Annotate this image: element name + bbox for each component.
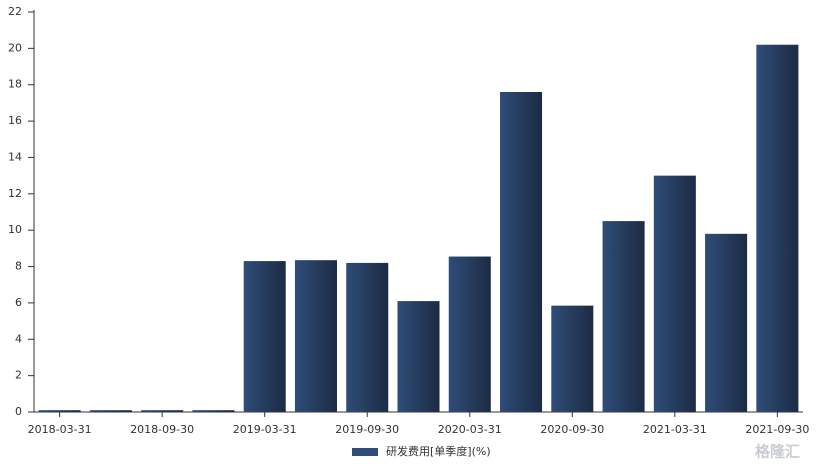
bar [141,410,184,412]
bar [500,92,543,412]
bar [602,221,645,412]
y-tick-label: 2 [15,369,22,382]
y-tick-label: 6 [15,296,22,309]
y-tick-label: 12 [8,187,22,200]
x-tick-label: 2018-09-30 [130,423,194,436]
bar [653,175,696,412]
x-tick-label: 2020-09-30 [540,423,604,436]
x-tick-label: 2020-03-31 [438,423,502,436]
y-tick-label: 8 [15,260,22,273]
y-tick-label: 10 [8,223,22,236]
y-tick-label: 14 [8,150,22,163]
bar [756,44,799,413]
bar [551,305,594,412]
bar [192,410,235,412]
bar [397,301,440,412]
bar [705,233,748,412]
y-tick-label: 16 [8,114,22,127]
watermark: 格隆汇 [755,443,800,461]
legend-swatch [352,448,378,456]
y-tick-label: 18 [8,78,22,91]
bar [346,262,389,412]
y-tick-label: 4 [15,332,22,345]
y-tick-label: 20 [8,41,22,54]
bar [243,261,286,412]
bar [38,410,81,412]
x-tick-label: 2019-09-30 [335,423,399,436]
x-tick-label: 2019-03-31 [233,423,297,436]
x-tick-label: 2018-03-31 [28,423,92,436]
x-tick-label: 2021-09-30 [745,423,809,436]
bar [448,256,491,412]
y-tick-label: 0 [15,405,22,418]
legend-label: 研发费用[单季度](%) [386,444,491,458]
bar [89,410,132,412]
bar [294,260,337,412]
y-tick-label: 22 [8,5,22,18]
x-tick-label: 2021-03-31 [643,423,707,436]
